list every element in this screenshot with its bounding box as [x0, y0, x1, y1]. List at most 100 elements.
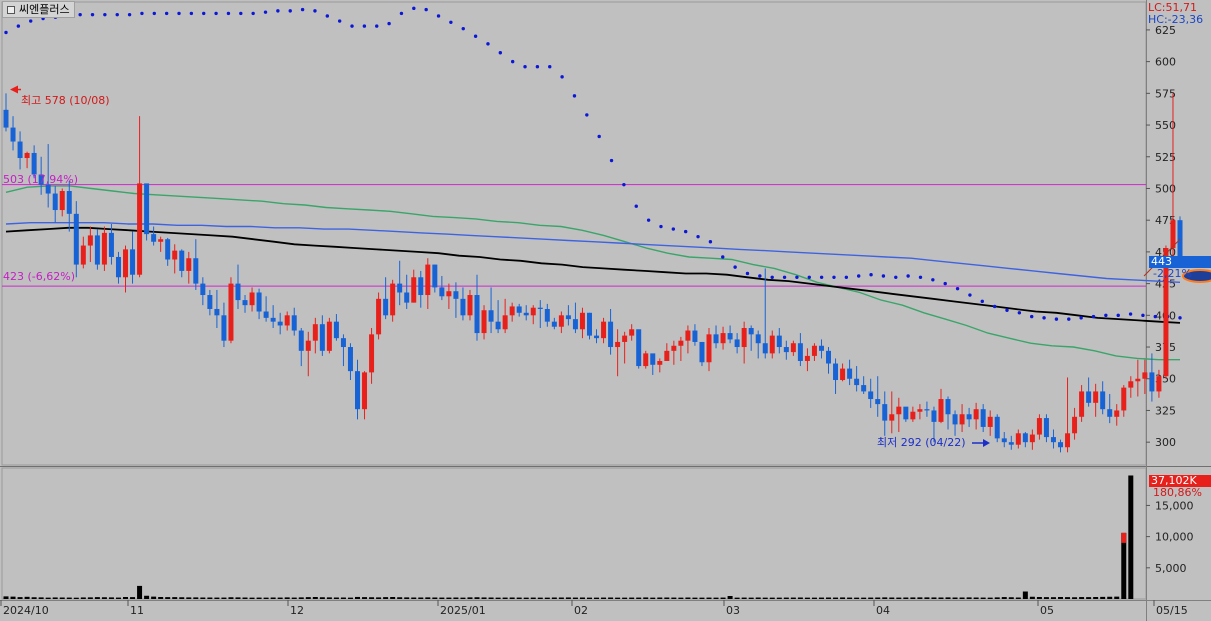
volume-bar — [608, 597, 614, 599]
candle-body — [411, 277, 417, 303]
sar-dot — [955, 286, 960, 291]
price-axis-label: 575 — [1155, 87, 1176, 100]
volume-bar — [896, 597, 902, 599]
sar-dot — [980, 299, 984, 304]
price-axis-label: 550 — [1155, 119, 1176, 132]
candle-body — [1135, 378, 1141, 382]
sar-dot — [894, 275, 898, 279]
volume-bar — [214, 597, 220, 599]
volume-bar — [249, 597, 255, 599]
chart-title-box[interactable]: 씨엔플러스 — [2, 1, 75, 18]
candle-body — [572, 319, 578, 330]
sar-dot — [1054, 317, 1059, 321]
sar-dot — [313, 9, 317, 13]
sar-dot — [16, 24, 21, 28]
candle-body — [741, 328, 747, 348]
volume-bar — [411, 597, 417, 599]
volume-bar — [1043, 597, 1049, 599]
candle-body — [38, 174, 44, 185]
volume-bar — [959, 597, 965, 599]
volume-bar — [1128, 475, 1134, 599]
candle-body — [59, 191, 65, 211]
volume-bar — [298, 597, 304, 599]
sar-dot — [1017, 311, 1022, 315]
candle-body — [1093, 391, 1099, 403]
candle-body — [1100, 391, 1106, 410]
candle-body — [896, 406, 902, 415]
candle-body — [1022, 433, 1028, 443]
candle-body — [734, 339, 740, 348]
volume-bar — [685, 597, 691, 599]
volume-bar — [439, 597, 445, 599]
candle-body — [980, 409, 986, 427]
volume-bar — [355, 596, 360, 599]
sar-dot — [659, 224, 663, 229]
volume-bar — [362, 597, 368, 599]
volume-panel-frame — [1, 467, 1147, 600]
volume-bar — [502, 597, 508, 599]
candle-body — [973, 409, 979, 420]
volume-bar — [868, 597, 874, 599]
candle-body — [994, 416, 1000, 439]
volume-bar — [692, 597, 698, 599]
candle-body — [713, 334, 719, 344]
price-axis-label: 300 — [1155, 436, 1176, 449]
candle-body — [685, 330, 691, 341]
lc-label: LC:51,71 — [1148, 1, 1198, 14]
sar-dot — [992, 304, 997, 309]
date-axis-label: 05 — [1040, 604, 1054, 617]
volume-bar — [87, 597, 93, 599]
candle-body — [706, 334, 712, 363]
sar-dot — [548, 64, 552, 69]
volume-bar — [66, 597, 72, 599]
candle-body — [488, 310, 494, 322]
candle-body — [397, 283, 403, 293]
volume-bar — [24, 596, 30, 599]
volume-bar — [973, 597, 979, 599]
candle-body — [608, 321, 614, 348]
sar-dot — [832, 275, 836, 279]
hc-label: HC:-23,36 — [1148, 13, 1204, 26]
volume-bar — [1107, 596, 1113, 599]
volume-bar — [783, 597, 789, 599]
candle-body — [284, 315, 290, 326]
candle-body — [108, 232, 114, 257]
sar-dot — [436, 14, 441, 18]
candle-body — [615, 341, 621, 348]
sar-dot — [202, 11, 206, 16]
volume-bar — [446, 597, 452, 599]
sar-dot — [1005, 308, 1009, 312]
candle-body — [629, 329, 635, 336]
volume-bar — [847, 597, 853, 599]
candle-body — [769, 335, 775, 354]
candle-body — [959, 414, 965, 425]
candle-body — [495, 321, 501, 330]
volume-bar — [551, 597, 557, 599]
volume-bar — [699, 597, 705, 599]
candle-body — [291, 315, 297, 331]
volume-bar — [52, 597, 58, 599]
sar-dot — [115, 12, 119, 17]
sar-dot — [362, 24, 367, 28]
volume-bar — [572, 597, 578, 599]
volume-bar — [790, 597, 796, 599]
sar-dot — [263, 10, 268, 14]
volume-bar — [755, 597, 761, 599]
sar-dot — [523, 64, 527, 69]
sar-dot — [325, 14, 330, 18]
volume-bar — [797, 597, 803, 599]
candle-body — [1107, 409, 1113, 417]
volume-bar — [460, 597, 466, 599]
volume-bar — [1072, 597, 1078, 599]
candle-body — [523, 312, 529, 316]
candle-body — [720, 333, 726, 344]
volume-bar — [425, 597, 431, 599]
volume-bar — [151, 596, 157, 599]
candle-body — [882, 404, 888, 421]
volume-bar — [1001, 597, 1007, 599]
date-axis-label: 03 — [726, 604, 740, 617]
checkbox-icon[interactable] — [7, 6, 15, 14]
sar-dot — [671, 227, 676, 231]
candle-body — [544, 308, 550, 322]
